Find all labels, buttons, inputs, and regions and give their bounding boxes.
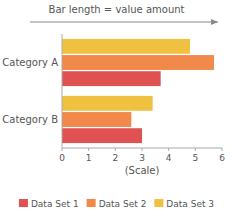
legend: Data Set 1 Data Set 2 Data Set 3 xyxy=(19,199,214,209)
x-axis-label: (Scale) xyxy=(125,165,160,176)
bar xyxy=(62,112,131,127)
category-label: Category A xyxy=(2,57,58,68)
x-tick xyxy=(142,148,143,151)
x-tick xyxy=(115,148,116,151)
legend-swatch xyxy=(154,199,163,207)
bar xyxy=(62,96,153,111)
annotation: Bar length = value amount xyxy=(49,4,185,15)
bar xyxy=(62,71,161,86)
x-tick xyxy=(222,148,223,151)
legend-label: Data Set 3 xyxy=(166,199,214,209)
x-tick-label: 0 xyxy=(59,153,65,163)
x-tick-label: 6 xyxy=(219,153,225,163)
x-tick-label: 5 xyxy=(192,153,198,163)
annotation-arrow xyxy=(30,22,218,23)
legend-swatch xyxy=(87,199,96,207)
category-label: Category B xyxy=(2,114,58,125)
legend-item: Data Set 1 xyxy=(19,199,79,209)
x-tick-label: 3 xyxy=(139,153,145,163)
chart: Bar length = value amount 0 1 2 3 4 5 6 (Scale) C… xyxy=(0,0,233,217)
legend-label: Data Set 2 xyxy=(99,199,147,209)
bar xyxy=(62,55,214,70)
legend-item: Data Set 2 xyxy=(87,199,147,209)
bar xyxy=(62,39,190,54)
x-tick xyxy=(195,148,196,151)
x-tick xyxy=(62,148,63,151)
bar xyxy=(62,128,142,143)
legend-label: Data Set 1 xyxy=(31,199,79,209)
x-tick-label: 4 xyxy=(166,153,172,163)
y-axis-line xyxy=(62,34,63,148)
x-tick xyxy=(168,148,169,151)
bars xyxy=(62,39,214,143)
x-tick-label: 2 xyxy=(112,153,118,163)
x-tick xyxy=(88,148,89,151)
x-tick-label: 1 xyxy=(86,153,92,163)
legend-item: Data Set 3 xyxy=(154,199,214,209)
legend-swatch xyxy=(19,199,28,207)
